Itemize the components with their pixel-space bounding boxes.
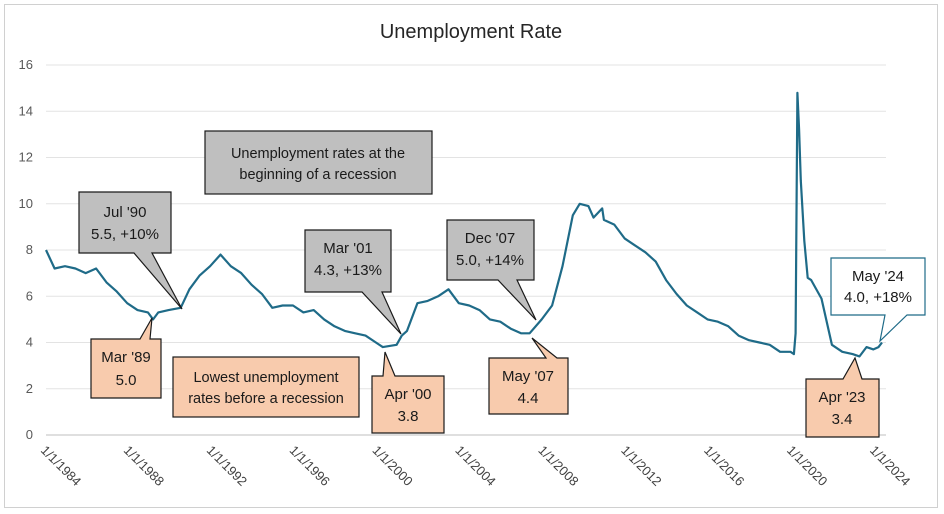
x-tick-label-2012: 1/1/2012 [618,443,664,489]
callout-jul90: Jul '90 5.5, +10% [78,191,183,310]
x-tick-label-1992: 1/1/1992 [204,443,250,489]
y-tick-label-16: 16 [19,57,33,72]
callout-may24: May '24 4.0, +18% [830,257,926,343]
x-tick-label-2000: 1/1/2000 [370,443,416,489]
callout-mar01: Mar '01 4.3, +13% [304,229,402,335]
callout-apr23-line2: 3.4 [832,411,853,428]
callout-may07-line1: May '07 [502,368,554,385]
callout-apr23-line1: Apr '23 [818,389,865,406]
callout-jul90-line1: Jul '90 [104,204,147,221]
callout-apr00: Apr '00 3.8 [371,351,445,434]
note-lowest-rates-line1: Lowest unemployment [193,370,338,386]
note-lowest-rates-box [172,356,360,418]
callout-may24-box [830,257,926,343]
callout-apr23: Apr '23 3.4 [805,356,880,438]
callout-apr00-line1: Apr '00 [384,386,431,403]
callout-may24-line1: May '24 [852,268,904,285]
series-line-0 [45,91,883,358]
y-tick-label-12: 12 [19,150,33,165]
x-tick-label-2020: 1/1/2020 [784,443,830,489]
x-axis-ticks: 1/1/1984 1/1/1988 1/1/1992 1/1/1996 1/1/2000… [38,443,913,489]
callout-may07: May '07 4.4 [488,337,569,415]
chart-title: Unemployment Rate [380,21,562,43]
callout-dec07: Dec '07 5.0, +14% [446,219,537,321]
y-tick-label-4: 4 [26,335,33,350]
x-tick-label-1996: 1/1/1996 [287,443,333,489]
x-tick-label-2008: 1/1/2008 [535,443,581,489]
callout-mar89: Mar '89 5.0 [90,317,162,399]
x-tick-label-1984: 1/1/1984 [38,443,84,489]
callout-mar01-line1: Mar '01 [323,240,373,257]
x-tick-label-2016: 1/1/2016 [701,443,747,489]
callout-dec07-line1: Dec '07 [465,230,515,247]
callout-mar89-box [90,317,162,399]
note-recession-start-line2: beginning of a recession [239,167,396,183]
series-layer [45,91,883,358]
y-tick-label-10: 10 [19,196,33,211]
callout-may07-line2: 4.4 [518,390,539,407]
callout-jul90-line2: 5.5, +10% [91,226,159,243]
callout-apr00-box [371,351,445,434]
callout-jul90-box [78,191,183,310]
note-recession-start-line1: Unemployment rates at the [231,146,405,162]
callout-mar89-line2: 5.0 [116,372,137,389]
y-tick-label-8: 8 [26,242,33,257]
callout-mar01-line2: 4.3, +13% [314,262,382,279]
note-lowest-rates: Lowest unemployment rates before a reces… [172,356,360,418]
y-axis-ticks: 0 2 4 6 8 10 12 14 16 [19,57,33,442]
y-tick-label-2: 2 [26,381,33,396]
note-recession-start: Unemployment rates at the beginning of a… [204,130,433,195]
y-tick-label-14: 14 [19,103,33,118]
x-tick-label-1988: 1/1/1988 [121,443,167,489]
x-tick-label-2004: 1/1/2004 [452,443,498,489]
x-tick-label-2024: 1/1/2024 [867,443,913,489]
callout-mar89-line1: Mar '89 [101,349,151,366]
y-tick-label-6: 6 [26,288,33,303]
note-lowest-rates-line2: rates before a recession [188,391,344,407]
callout-may24-line2: 4.0, +18% [844,289,912,306]
callout-may07-box [488,337,569,415]
callout-apr23-box [805,356,880,438]
note-recession-start-box [204,130,433,195]
callout-dec07-box [446,219,537,321]
y-tick-label-0: 0 [26,427,33,442]
callout-dec07-line2: 5.0, +14% [456,252,524,269]
callout-apr00-line2: 3.8 [398,408,419,425]
callout-mar01-box [304,229,402,335]
